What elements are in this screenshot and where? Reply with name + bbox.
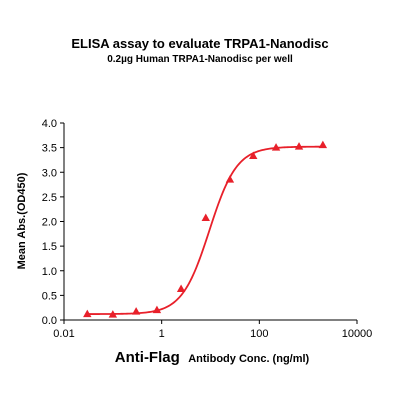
- y-tick-label: 1.5: [42, 241, 57, 253]
- x-axis-label: Anti-Flag Antibody Conc. (ng/ml): [115, 349, 310, 366]
- y-tick-label: 3.5: [42, 143, 57, 155]
- data-point: [249, 151, 258, 159]
- x-tick-label: 10000: [342, 328, 373, 340]
- x-axis-label-unit: Antibody Conc. (ng/ml): [188, 353, 309, 365]
- y-ticks: 0.0 0.5 1.0 1.5 2.0 2.5 3.0 3.5 4.0: [42, 118, 64, 327]
- chart-subtitle: 0.2µg Human TRPA1-Nanodisc per well: [107, 54, 293, 65]
- x-tick-label: 0.01: [53, 328, 74, 340]
- y-tick-label: 3.0: [42, 167, 57, 179]
- y-tick-label: 2.0: [42, 217, 57, 229]
- data-points: [83, 140, 328, 318]
- data-point: [108, 310, 118, 318]
- y-tick-label: 4.0: [42, 118, 57, 130]
- fit-curve: [87, 145, 323, 315]
- x-ticks: 0.01 1 100 10000: [53, 320, 372, 340]
- data-point: [176, 284, 186, 292]
- chart-title: ELISA assay to evaluate TRPA1-Nanodisc: [71, 36, 329, 51]
- y-tick-label: 1.0: [42, 266, 57, 278]
- data-point: [318, 140, 328, 149]
- data-point: [201, 213, 210, 222]
- plot-area: 0.0 0.5 1.0 1.5 2.0 2.5 3.0 3.5 4.0 0.01 1 100 1000…: [42, 118, 373, 340]
- y-tick-label: 0.5: [42, 290, 57, 302]
- y-tick-label: 0.0: [42, 315, 57, 327]
- x-axis-label-antibody: Anti-Flag: [115, 349, 180, 366]
- x-tick-label: 100: [250, 328, 268, 340]
- data-point: [152, 305, 162, 314]
- data-point: [131, 307, 141, 315]
- data-point: [225, 175, 235, 183]
- x-tick-label: 1: [159, 328, 165, 340]
- data-point: [294, 142, 304, 150]
- y-tick-label: 2.5: [42, 192, 57, 204]
- data-point: [271, 143, 281, 151]
- data-point: [83, 309, 92, 318]
- y-axis-label: Mean Abs.(OD450): [16, 172, 28, 269]
